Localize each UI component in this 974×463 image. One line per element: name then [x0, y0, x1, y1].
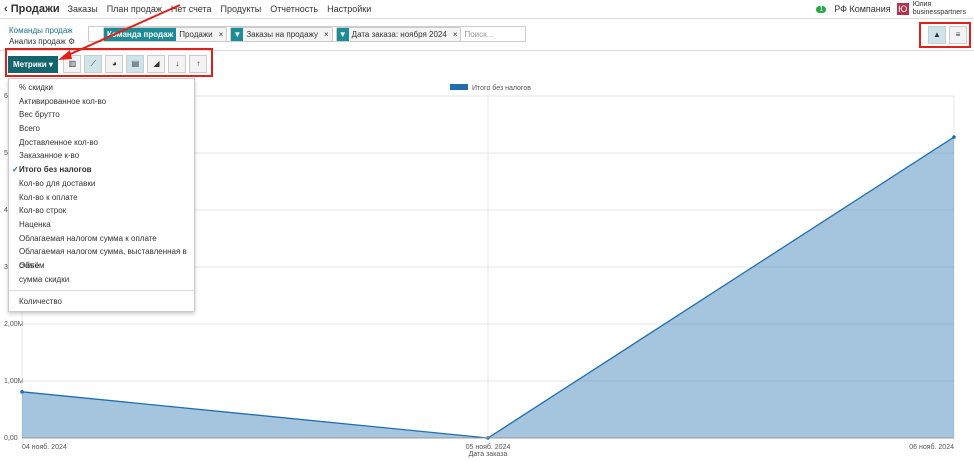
- facet-label: Команда продаж: [104, 27, 177, 41]
- menu-option[interactable]: Активированное кол-во: [9, 95, 194, 109]
- y-tick-label: 1,00M: [4, 378, 24, 385]
- y-tick-label: 2,00M: [4, 321, 24, 328]
- search-bar[interactable]: Команда продаж Продажи × ▼ Заказы на продажу…: [88, 26, 526, 42]
- x-tick-label: 06 нояб. 2024: [909, 443, 954, 451]
- metrics-button[interactable]: Метрики ▾: [8, 55, 58, 73]
- option-label: Всего: [19, 124, 40, 134]
- separator: [9, 290, 194, 292]
- legend-label: Итого без налогов: [472, 84, 531, 92]
- menu-option[interactable]: Кол-во для доставки: [9, 177, 194, 191]
- facet-value: Заказы на продажу: [246, 29, 318, 39]
- menu-item[interactable]: План продаж: [106, 4, 162, 14]
- facet: Команда продаж Продажи ×: [103, 26, 228, 42]
- option-label: Итого без налогов: [19, 165, 92, 175]
- option-label: Кол-во к оплате: [19, 192, 78, 202]
- y-tick-label: 0,00: [4, 435, 18, 442]
- option-label: Заказанное к-во: [19, 151, 80, 161]
- point: [952, 135, 956, 139]
- facet-icon: ▼: [231, 27, 244, 41]
- breadcrumb-parent[interactable]: Команды продаж: [9, 26, 73, 35]
- breadcrumb-current: Анализ продаж: [9, 37, 66, 46]
- menu-option[interactable]: Облагаемая налогом сумма, выставленная в…: [9, 245, 194, 270]
- menu-option[interactable]: Вес брутто: [9, 108, 194, 122]
- menu-option[interactable]: Доставленное кол-во: [9, 136, 194, 150]
- toolbar: Метрики ▾ ▥ ⟋ ◕ ▤ ◢ ↓ ↑: [8, 55, 208, 73]
- stacked[interactable]: ▤: [126, 55, 145, 73]
- option-label: Вес брутто: [19, 110, 60, 120]
- option-label: Объём: [19, 260, 45, 270]
- list-view[interactable]: ≡: [949, 26, 967, 44]
- menu-item[interactable]: Настройки: [327, 4, 372, 14]
- menu-item[interactable]: Нет счета: [170, 4, 212, 14]
- menu-option[interactable]: Наценка: [9, 218, 194, 232]
- facet-remove[interactable]: ×: [323, 29, 329, 39]
- bar-chart[interactable]: ▥: [63, 55, 82, 73]
- user-name: Юлия: [912, 1, 932, 8]
- app-name[interactable]: ‹ Продажи: [4, 3, 60, 15]
- menu-option[interactable]: % скидки: [9, 81, 194, 95]
- option-label: Кол-во строк: [19, 206, 67, 216]
- user[interactable]: Юлия businesspartners: [913, 1, 966, 17]
- option-label: Облагаемая налогом сумма, выставленная в…: [19, 247, 187, 270]
- option-label: Доставленное кол-во: [19, 137, 98, 147]
- divider: [0, 50, 974, 51]
- option-label: % скидки: [19, 83, 53, 92]
- menu: Заказы План продаж Нет счета Продукты Отчетн…: [68, 4, 381, 14]
- x-axis-label: Дата заказа: [469, 451, 508, 458]
- x-tick-label: 05 нояб. 2024: [466, 443, 511, 451]
- option-label: Кол-во для доставки: [19, 178, 96, 188]
- top-nav: ‹ Продажи Заказы План продаж Нет счета Прод…: [0, 0, 974, 19]
- line-chart[interactable]: ⟋: [84, 55, 103, 73]
- check: ✓: [12, 165, 19, 175]
- cumulative[interactable]: ◢: [147, 55, 166, 73]
- graph-view[interactable]: ▲: [928, 26, 946, 44]
- db-name: businesspartners: [912, 9, 966, 16]
- x-tick-label: 04 нояб. 2024: [22, 443, 67, 451]
- option-label: Наценка: [19, 219, 51, 229]
- pie-chart[interactable]: ◕: [105, 55, 124, 73]
- systray: 1 РФ Компания Ю Юлия businesspartners: [816, 1, 974, 17]
- search-input[interactable]: Поиск...: [464, 29, 494, 39]
- highlight-box: [919, 22, 971, 48]
- sort-asc[interactable]: ↑: [189, 55, 208, 73]
- breadcrumb: Команды продаж Анализ продаж ⚙: [9, 26, 76, 46]
- menu-option[interactable]: Всего: [9, 122, 194, 136]
- menu-option[interactable]: Кол-во к оплате: [9, 191, 194, 205]
- menu-item[interactable]: Продукты: [220, 4, 262, 14]
- badge[interactable]: 1: [816, 5, 827, 13]
- menu-option[interactable]: Облагаемая налогом сумма к оплате: [9, 232, 194, 246]
- facet: ▼ Заказы на продажу ×: [230, 26, 333, 42]
- option-label: сумма скидки: [19, 274, 70, 284]
- menu-option[interactable]: сумма скидки: [9, 273, 194, 287]
- metrics-label: Метрики: [13, 59, 47, 69]
- facet-remove[interactable]: ×: [218, 29, 224, 39]
- area: [22, 137, 954, 438]
- menu-option[interactable]: Количество: [9, 295, 194, 309]
- menu-option[interactable]: Объём: [9, 259, 194, 273]
- facet-value: Продажи: [179, 29, 213, 39]
- facet-remove[interactable]: ×: [452, 29, 458, 39]
- avatar[interactable]: Ю: [896, 3, 909, 15]
- legend-swatch: [450, 84, 468, 90]
- menu-option[interactable]: ✓ Итого без налогов: [9, 163, 194, 177]
- option-label: Количество: [19, 297, 62, 307]
- menu-item[interactable]: Заказы: [67, 4, 98, 14]
- facet: ▼ Дата заказа: ноября 2024 ×: [335, 26, 462, 42]
- facet-icon: ▼: [336, 27, 349, 41]
- menu-option[interactable]: Кол-во строк: [9, 204, 194, 218]
- option-label: Активированное кол-во: [19, 96, 107, 106]
- option-label: Облагаемая налогом сумма к оплате: [19, 233, 157, 243]
- point: [20, 390, 24, 394]
- menu-item[interactable]: Отчетность: [270, 4, 319, 14]
- facet-value: Дата заказа: ноября 2024: [351, 29, 447, 39]
- sort-desc[interactable]: ↓: [168, 55, 187, 73]
- menu-option[interactable]: Заказанное к-во: [9, 149, 194, 163]
- app-title[interactable]: Продажи: [10, 3, 60, 15]
- metrics-menu: % скидки Активированное кол-во Вес брутто В…: [8, 78, 195, 312]
- company[interactable]: РФ Компания: [834, 4, 891, 14]
